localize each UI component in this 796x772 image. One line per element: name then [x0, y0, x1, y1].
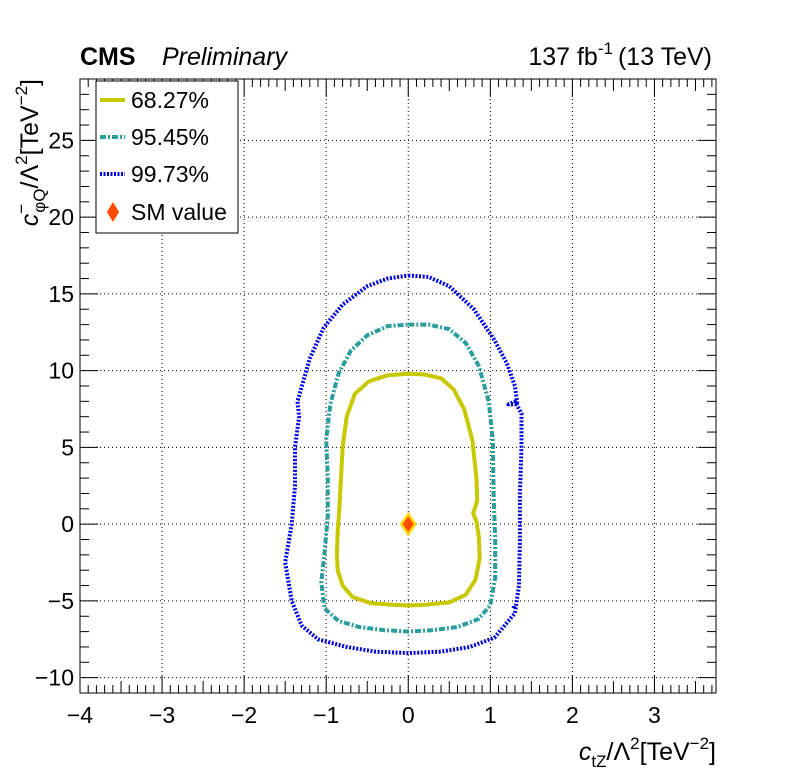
x-tick-label: −2: [231, 702, 257, 728]
contour-9545: [319, 322, 498, 634]
status-label: Preliminary: [162, 43, 289, 71]
y-tick-label: 15: [48, 281, 74, 307]
legend: 68.27% 95.45% 99.73% SM value: [95, 80, 239, 234]
y-tick-label: −5: [48, 588, 74, 614]
contour-stray-point: [511, 606, 516, 609]
x-tick-label: −3: [149, 702, 175, 728]
y-tick-label: 0: [61, 511, 74, 537]
legend-label-68: 68.27%: [131, 87, 209, 113]
x-tick-label: 2: [566, 702, 579, 728]
legend-label-sm: SM value: [131, 199, 227, 225]
sm-marker: [399, 511, 417, 537]
contour-9973: [283, 273, 524, 656]
x-tick-label: −1: [313, 702, 339, 728]
contour-6827: [334, 371, 482, 608]
legend-sm-marker: [107, 202, 119, 222]
x-tick-label: −4: [67, 702, 93, 728]
x-tick-label: 3: [648, 702, 661, 728]
experiment-label: CMS: [80, 43, 136, 71]
y-tick-label: 20: [48, 204, 74, 230]
y-tick-label: 25: [48, 127, 74, 153]
y-tick-label: −10: [35, 665, 74, 691]
legend-label-95: 95.45%: [131, 124, 209, 150]
x-axis-label: ctZ/Λ2[TeV−2]: [579, 734, 716, 771]
x-tick-label: 0: [402, 702, 415, 728]
legend-label-99: 99.73%: [131, 161, 209, 187]
contour-layer: [283, 273, 524, 656]
y-tick-label: 5: [61, 434, 74, 460]
x-tick-label: 1: [484, 702, 497, 728]
y-tick-label: 10: [48, 358, 74, 384]
lumi-label: 137 fb-1 (13 TeV): [528, 39, 712, 71]
axis-ticks: [79, 78, 716, 694]
y-axis-label: c−φQ/Λ2[TeV−2]: [12, 79, 49, 226]
legend-box: [95, 80, 239, 234]
